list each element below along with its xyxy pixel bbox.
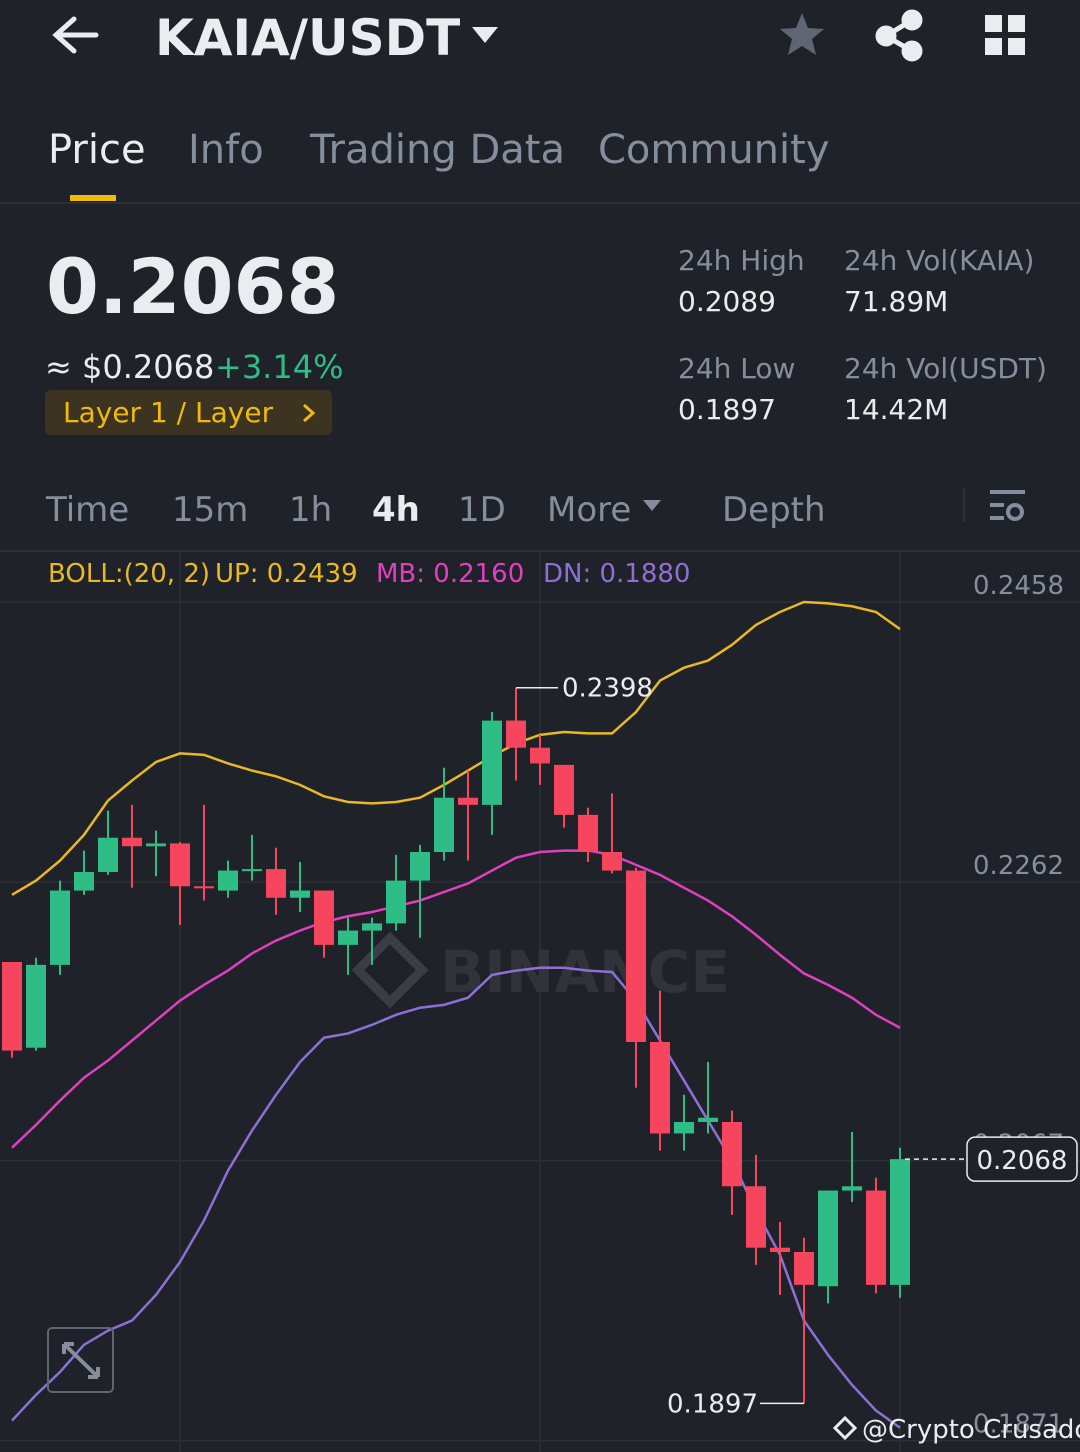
candle-body bbox=[98, 837, 118, 872]
stat-label: 24h Low bbox=[678, 352, 795, 385]
interval[interactable]: More bbox=[547, 490, 631, 530]
candle-body bbox=[26, 964, 46, 1048]
tab[interactable]: Price bbox=[48, 127, 146, 173]
indicator-up: UP: 0.2439 bbox=[215, 559, 358, 589]
candle-body bbox=[74, 872, 94, 891]
pair-dropdown[interactable] bbox=[472, 27, 498, 43]
candle-body bbox=[650, 1042, 670, 1134]
back-button[interactable] bbox=[52, 16, 99, 54]
interval[interactable]: 15m bbox=[172, 490, 248, 530]
candle-body bbox=[170, 843, 190, 887]
tag-chevron bbox=[303, 403, 316, 423]
credit: @Crypto Crusador bbox=[862, 1415, 1080, 1445]
candle-body bbox=[50, 890, 70, 965]
candle-body bbox=[458, 797, 478, 805]
pair-title[interactable]: KAIA/USDT bbox=[155, 9, 460, 67]
candle-body bbox=[2, 962, 22, 1051]
candle-body bbox=[146, 843, 166, 847]
candle-body bbox=[338, 930, 358, 945]
candle-body bbox=[698, 1117, 718, 1122]
interval[interactable]: 4h bbox=[372, 490, 420, 530]
candle-body bbox=[578, 814, 598, 852]
y-tick-label: 0.1871 bbox=[973, 1410, 1064, 1440]
candle-body bbox=[122, 837, 142, 847]
fullscreen-button[interactable] bbox=[47, 1327, 114, 1393]
price-change: +3.14% bbox=[215, 348, 343, 386]
interval[interactable]: Time bbox=[45, 490, 129, 530]
tab-indicator bbox=[70, 195, 116, 201]
stat-value: 14.42M bbox=[844, 393, 948, 426]
interval[interactable]: 1h bbox=[289, 490, 332, 530]
bollinger-line bbox=[11, 600, 901, 896]
favorite-icon[interactable] bbox=[780, 13, 824, 55]
bollinger-line bbox=[11, 849, 901, 1149]
candle-body bbox=[242, 869, 262, 872]
interval[interactable]: 1D bbox=[458, 490, 506, 530]
candle-body bbox=[434, 797, 454, 852]
grid-icon[interactable] bbox=[985, 15, 1025, 55]
current-price-box bbox=[966, 1136, 1078, 1182]
candle-body bbox=[818, 1190, 838, 1287]
usd-price: ≈ $0.2068 bbox=[45, 348, 214, 386]
candle-body bbox=[746, 1186, 766, 1248]
tag-chip[interactable] bbox=[45, 390, 332, 435]
y-tick-label: 0.2262 bbox=[973, 851, 1064, 881]
current-price-label: 0.2068 bbox=[977, 1146, 1068, 1176]
candle-body bbox=[362, 923, 382, 931]
candle-body bbox=[674, 1122, 694, 1134]
credit-icon bbox=[832, 1415, 858, 1441]
candle-body bbox=[866, 1190, 886, 1285]
candle-body bbox=[722, 1122, 742, 1187]
candle-body bbox=[386, 880, 406, 924]
chart-settings-icon[interactable] bbox=[990, 490, 1025, 521]
candle-body bbox=[794, 1252, 814, 1285]
candle-body bbox=[410, 852, 430, 881]
stat-label: 24h High bbox=[678, 244, 805, 277]
indicator-mb: MB: 0.2160 bbox=[376, 559, 524, 589]
tab[interactable]: Community bbox=[598, 127, 830, 173]
tag-text[interactable]: Layer 1 / Layer bbox=[63, 396, 274, 429]
share-icon[interactable] bbox=[875, 9, 923, 62]
stat-value: 0.2089 bbox=[678, 285, 776, 318]
tab[interactable]: Info bbox=[188, 127, 264, 173]
candle-body bbox=[842, 1186, 862, 1191]
candle-body bbox=[890, 1159, 910, 1285]
candle-body bbox=[506, 720, 526, 748]
stat-label: 24h Vol(USDT) bbox=[844, 352, 1047, 385]
candle-body bbox=[482, 720, 502, 805]
watermark: BINANCE bbox=[351, 931, 730, 1009]
candle-body bbox=[602, 852, 622, 871]
stat-value: 0.1897 bbox=[678, 393, 776, 426]
indicator-dn: DN: 0.1880 bbox=[543, 559, 690, 589]
candle-body bbox=[554, 764, 574, 815]
stat-value: 71.89M bbox=[844, 285, 948, 318]
stat-label: 24h Vol(KAIA) bbox=[844, 244, 1034, 277]
candle-body bbox=[530, 747, 550, 764]
y-tick-label: 0.2458 bbox=[973, 571, 1064, 601]
candle-body bbox=[290, 890, 310, 898]
interval[interactable]: Depth bbox=[722, 490, 826, 530]
tab[interactable]: Trading Data bbox=[309, 127, 565, 173]
more-dropdown[interactable] bbox=[643, 500, 661, 511]
candle-body bbox=[218, 870, 238, 891]
candle-body bbox=[194, 886, 214, 889]
candle-body bbox=[314, 890, 334, 945]
last-price: 0.2068 bbox=[46, 242, 339, 331]
candle-body bbox=[626, 870, 646, 1042]
watermark-text: BINANCE bbox=[440, 938, 730, 1006]
min-label: 0.1897 bbox=[667, 1389, 758, 1419]
max-label: 0.2398 bbox=[562, 674, 653, 704]
candle-body bbox=[770, 1247, 790, 1252]
candle-body bbox=[266, 869, 286, 898]
indicator-name: BOLL:(20, 2) bbox=[48, 559, 210, 589]
